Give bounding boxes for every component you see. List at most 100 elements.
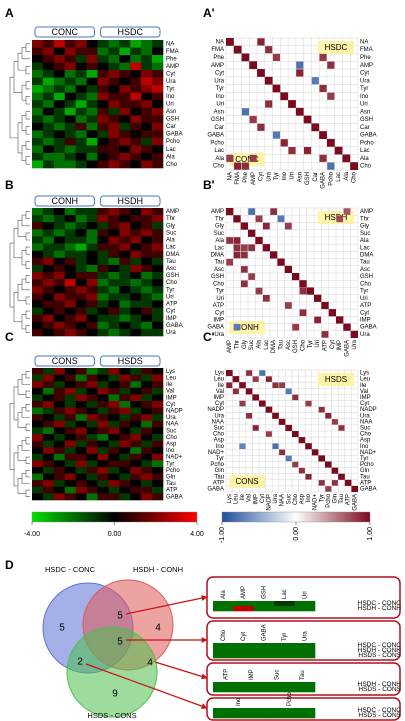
heat-cell — [32, 137, 44, 146]
diagonal-cell — [264, 76, 273, 85]
heat-cell — [86, 328, 98, 337]
diagonal-cell — [319, 131, 327, 139]
heat-cell — [152, 243, 164, 251]
heat-cell — [86, 47, 98, 56]
heat-cell — [75, 272, 87, 280]
row-label: Pcho — [210, 140, 224, 146]
row-label: Val — [216, 389, 224, 395]
heat-cell — [108, 229, 120, 237]
dendrogram — [21, 84, 26, 101]
dendrogram — [21, 145, 26, 161]
heat-cell — [119, 394, 131, 402]
col-label: Lac — [282, 589, 288, 599]
corr-cell — [319, 84, 327, 93]
heat-cell — [119, 137, 131, 146]
heat-cell — [32, 374, 44, 382]
heat-cell — [141, 434, 153, 441]
diagonal-cell — [311, 123, 320, 132]
heat-cell — [97, 440, 109, 448]
heat-cell — [86, 40, 98, 48]
heat-cell — [108, 208, 120, 216]
heat-cell — [274, 653, 295, 659]
heat-cell — [64, 381, 76, 389]
row-label: Ino — [216, 444, 225, 450]
row-label-right: Lys — [360, 371, 369, 377]
corr-cell — [280, 139, 288, 147]
row-label-right: AMP — [360, 63, 373, 69]
heat-cell — [53, 250, 66, 259]
heat-cell — [64, 85, 76, 94]
corr-cell — [343, 208, 351, 215]
heat-cell — [75, 264, 87, 273]
corr-cell — [226, 154, 234, 162]
heat-cell — [64, 453, 76, 461]
region-count: 2 — [77, 657, 83, 668]
row-label: HSDC - CONC — [358, 707, 402, 714]
row-label-right: Phe — [360, 55, 371, 61]
heat-cell — [64, 264, 76, 273]
heat-cell — [108, 486, 120, 494]
heat-cell — [97, 122, 109, 131]
heat-cell — [141, 453, 153, 461]
row-label: Lac — [214, 148, 224, 154]
heat-cell — [86, 447, 98, 455]
heat-cell — [32, 130, 44, 139]
diagonal-cell — [311, 449, 319, 456]
heat-cell — [97, 85, 109, 94]
heat-cell — [97, 47, 109, 56]
heat-cell — [130, 130, 142, 139]
dendrogram — [25, 423, 30, 431]
row-label: Ile — [166, 382, 173, 388]
col-label: Ino — [306, 493, 312, 502]
col-label: Uri — [315, 340, 321, 348]
heat-cell — [42, 286, 55, 294]
row-label: Cyt — [166, 402, 175, 408]
heat-cell — [253, 601, 275, 607]
row-label-right: Ino — [360, 94, 369, 100]
group-header — [100, 26, 161, 38]
heat-cell — [53, 208, 66, 216]
heat-cell — [42, 440, 55, 448]
heat-cell — [130, 387, 142, 395]
heat-cell — [75, 381, 87, 389]
heat-cell — [42, 453, 55, 461]
row-label: AMP — [211, 209, 224, 215]
heat-cell — [141, 447, 153, 455]
col-label: IMP — [249, 669, 255, 680]
heat-cell — [42, 493, 55, 501]
heat-cell — [42, 62, 55, 71]
heat-cell — [75, 257, 87, 266]
corr-cell — [298, 467, 305, 474]
corr-cell — [292, 323, 300, 331]
col-label: AMP — [227, 340, 233, 353]
heat-cell — [152, 447, 164, 455]
row-label: Val — [166, 389, 174, 395]
color-bar — [31, 511, 198, 523]
heat-cell — [130, 243, 142, 251]
row-label-right: Tyr — [360, 456, 368, 462]
heat-cell — [97, 480, 109, 488]
heat-cell — [130, 145, 142, 154]
heat-cell — [97, 152, 109, 161]
heat-cell — [119, 236, 131, 244]
heat-cell — [97, 420, 109, 428]
heat-cell — [130, 92, 142, 101]
col-label: Lac — [336, 172, 342, 182]
heat-cell — [64, 160, 76, 169]
heat-cell — [64, 300, 76, 308]
heat-cell — [97, 300, 109, 308]
diagonal-cell — [239, 382, 246, 389]
heat-cell — [130, 486, 142, 494]
heat-cell — [32, 100, 44, 109]
dendrogram — [25, 43, 30, 52]
heat-cell — [42, 307, 55, 315]
heat-cell — [86, 467, 98, 474]
dendrogram — [25, 141, 30, 150]
heat-cell — [53, 215, 66, 223]
heat-cell — [141, 414, 153, 422]
set-label: HSDS - CONS — [87, 711, 136, 720]
corr-cell — [241, 108, 249, 116]
heat-cell — [97, 460, 109, 468]
corr-cell — [255, 287, 263, 295]
dendrogram — [25, 437, 30, 445]
